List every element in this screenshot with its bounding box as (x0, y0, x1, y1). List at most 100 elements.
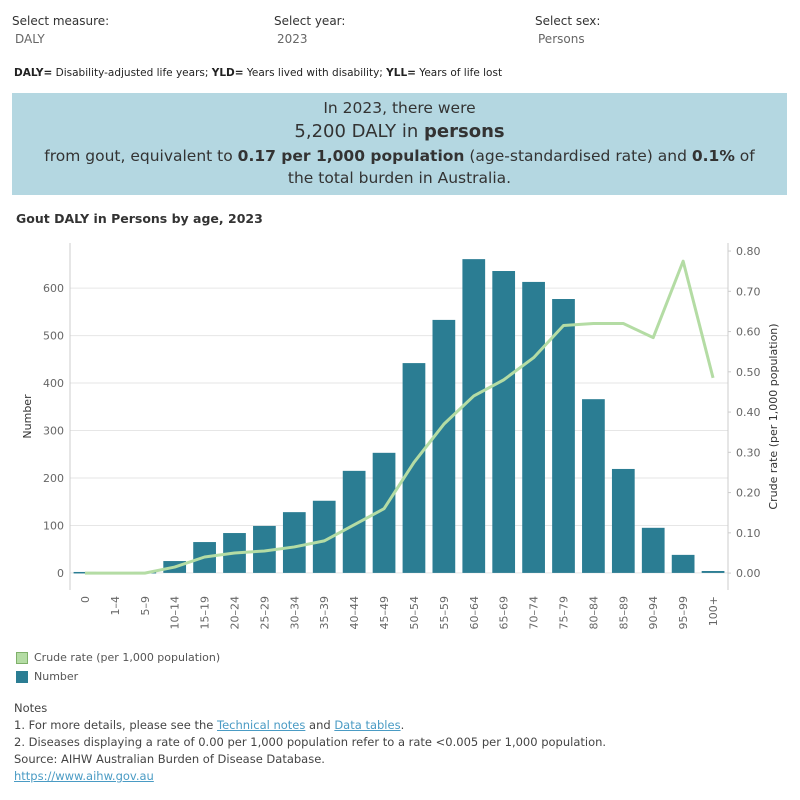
summary-line: In 2023, there were (12, 97, 787, 119)
x-tick-label: 25–29 (258, 596, 271, 630)
note: Source: AIHW Australian Burden of Diseas… (14, 751, 606, 768)
dropdown-value[interactable]: 2023 (277, 32, 308, 46)
y-tick-label: 400 (43, 377, 64, 390)
bar (432, 319, 456, 573)
text: Source: AIHW Australian Burden of Diseas… (14, 752, 325, 766)
legend-swatch (16, 670, 28, 683)
x-tick-label: 65–69 (498, 596, 511, 630)
glossary: DALY= Disability-adjusted life years; YL… (14, 67, 502, 79)
x-tick-label: 40–44 (348, 596, 361, 630)
text: YLD= (211, 67, 244, 79)
y2-tick-label: 0.30 (736, 446, 761, 459)
bar (253, 525, 276, 573)
y-tick-label: 0 (57, 567, 64, 580)
x-tick-label: 50–54 (408, 596, 421, 630)
dropdown-label: Select measure: (12, 14, 110, 28)
x-tick-label: 1–4 (109, 596, 122, 616)
bar (342, 470, 366, 573)
y2-tick-label: 0.00 (736, 567, 761, 580)
bar (641, 527, 665, 573)
note: 2. Diseases displaying a rate of 0.00 pe… (14, 734, 606, 751)
text: 2. Diseases displaying a rate of 0.00 pe… (14, 735, 607, 749)
dropdown-label: Select sex: (535, 14, 601, 28)
legend: Crude rate (per 1,000 population) Number (16, 648, 220, 686)
x-tick-label: 10–14 (169, 596, 182, 630)
bar (312, 500, 336, 573)
x-tick-label: 0 (79, 596, 92, 603)
x-tick-label: 90–94 (647, 596, 660, 630)
y2-tick-label: 0.40 (736, 406, 761, 419)
chart: 0 100 200 300 400 500 600 0.00 0.10 0.20 0.30 0.40 0… (21, 243, 780, 630)
dropdown-value[interactable]: DALY (15, 32, 45, 46)
bar (372, 452, 396, 573)
y2-tick-label: 0.60 (736, 326, 761, 339)
text: 1. For more details, please see the (14, 718, 217, 732)
bar (402, 363, 426, 573)
legend-label: Number (34, 670, 79, 683)
summary-line: from gout, equivalent to 0.17 per 1,000 … (12, 145, 787, 189)
y-tick-label: 600 (43, 282, 64, 295)
x-tick-label: 100+ (707, 596, 720, 626)
notes-title: Notes (14, 701, 48, 715)
x-tick-label: 55–59 (438, 596, 451, 630)
y2-tick-label: 0.20 (736, 487, 761, 500)
x-tick-label: 75–79 (558, 596, 571, 630)
text: of the total burden in Australia. (287, 147, 755, 187)
text: Disability-adjusted life years; (52, 67, 212, 79)
bar (701, 571, 725, 573)
dropdown[interactable]: Select year: 2023 (274, 14, 345, 46)
text: . (400, 718, 405, 732)
link[interactable]: Technical notes (217, 718, 306, 732)
text: YLL= (386, 67, 416, 79)
dropdown-label: Select year: (274, 14, 346, 28)
legend-item[interactable]: Crude rate (per 1,000 population) (16, 648, 220, 667)
text: from gout, equivalent to (44, 147, 238, 165)
x-tick-label: 5–9 (139, 596, 152, 616)
bar (462, 259, 486, 573)
y2-tick-label: 0.50 (736, 366, 761, 379)
text: In 2023, there were (323, 99, 476, 117)
legend-item[interactable]: Number (16, 667, 220, 686)
note: 1. For more details, please see the Tech… (14, 717, 606, 734)
dropdown[interactable]: Select sex: Persons (535, 14, 600, 46)
x-tick-label: 35–39 (318, 596, 331, 630)
x-tick-label: 70–74 (528, 596, 541, 630)
x-tick-label: 85–89 (617, 596, 630, 630)
summary-line: 5,200 DALY in persons (12, 119, 787, 145)
y2-tick-label: 0.10 (736, 527, 761, 540)
note: https://www.aihw.gov.au (14, 768, 606, 785)
x-tick-label: 15–19 (199, 596, 212, 630)
dropdown-value[interactable]: Persons (538, 32, 585, 46)
y-tick-label: 200 (43, 472, 64, 485)
y-tick-label: 300 (43, 425, 64, 438)
chart-title: Gout DALY in Persons by age, 2023 (16, 211, 263, 226)
link[interactable]: https://www.aihw.gov.au (14, 769, 154, 783)
bar (611, 468, 635, 573)
text: DALY= (14, 67, 53, 79)
text: Years of life lost (415, 67, 503, 79)
bar (671, 554, 695, 573)
dropdown[interactable]: Select measure: DALY (12, 14, 109, 46)
text: (age-standardised rate) and (464, 147, 692, 165)
bar (522, 281, 545, 573)
legend-label: Crude rate (per 1,000 population) (34, 651, 221, 664)
text: Years lived with disability; (243, 67, 387, 79)
text: persons (424, 121, 505, 142)
x-tick-label: 20–24 (229, 596, 242, 630)
x-tick-label: 45–49 (378, 596, 391, 630)
bar (492, 271, 516, 573)
y2-tick-label: 0.80 (736, 245, 761, 258)
bar (282, 512, 306, 573)
x-tick-label: 95–99 (677, 596, 690, 630)
bar (582, 399, 605, 573)
text: 0.1% (691, 147, 735, 165)
y-tick-label: 500 (43, 330, 64, 343)
text: 0.17 per 1,000 population (237, 147, 465, 165)
y2-axis-title: Crude rate (per 1,000 population) (767, 323, 780, 509)
y-axis-title: Number (21, 394, 34, 439)
link[interactable]: Data tables (334, 718, 401, 732)
x-tick-label: 60–64 (468, 596, 481, 630)
text: and (305, 718, 335, 732)
y-tick-label: 100 (43, 519, 64, 532)
